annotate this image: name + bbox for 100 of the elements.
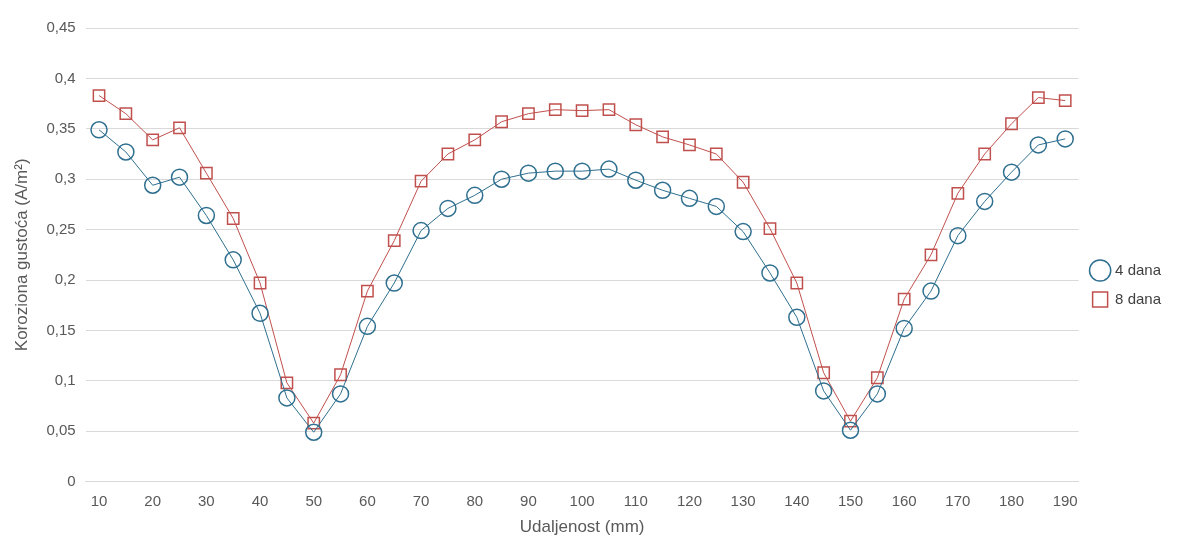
point <box>385 274 403 292</box>
x-tick-label: 180 <box>999 491 1025 509</box>
x-tick-label: 150 <box>837 491 864 509</box>
point <box>146 133 160 147</box>
point <box>763 222 777 235</box>
point <box>573 162 591 180</box>
point <box>173 121 186 135</box>
point <box>707 197 726 216</box>
point <box>680 189 699 208</box>
point <box>119 107 133 121</box>
point <box>868 385 887 403</box>
point <box>117 143 135 161</box>
point <box>307 416 321 430</box>
point <box>683 138 696 152</box>
x-tick-label: 80 <box>466 491 484 509</box>
point <box>656 130 670 144</box>
legend-label: 4 dana <box>1115 260 1162 278</box>
point <box>844 414 857 428</box>
y-tick-label: 0,1 <box>54 370 76 388</box>
x-tick-label: 20 <box>144 491 162 509</box>
y-tick-label: 0,3 <box>54 169 76 187</box>
point <box>975 192 994 211</box>
point <box>412 221 430 240</box>
point <box>790 276 804 290</box>
point <box>441 147 455 161</box>
point <box>602 103 616 117</box>
x-tick-label: 170 <box>945 491 971 509</box>
point <box>1056 130 1074 148</box>
x-tick-label: 10 <box>90 491 108 509</box>
point <box>814 382 833 400</box>
y-tick-label: 0,15 <box>46 320 76 338</box>
point <box>492 170 511 188</box>
point <box>253 276 267 290</box>
point <box>495 115 508 129</box>
x-tick-label: 90 <box>520 491 537 509</box>
point <box>197 206 216 225</box>
point <box>199 166 213 180</box>
point <box>414 174 428 188</box>
point <box>251 304 269 323</box>
y-tick-label: 0 <box>67 471 76 489</box>
point <box>709 147 723 161</box>
point <box>897 292 911 306</box>
point <box>92 89 106 102</box>
point <box>519 164 538 182</box>
point <box>1029 136 1048 154</box>
point <box>951 186 965 200</box>
point <box>143 176 162 194</box>
point <box>761 264 779 282</box>
point <box>358 317 377 336</box>
point <box>841 421 860 439</box>
point <box>546 162 565 180</box>
x-tick-label: 30 <box>198 491 215 509</box>
x-tick-label: 140 <box>784 491 810 509</box>
point <box>653 181 672 200</box>
point <box>736 175 750 189</box>
point <box>468 133 482 147</box>
point <box>627 171 645 189</box>
point <box>734 222 752 241</box>
y-tick-label: 0,4 <box>54 68 76 86</box>
y-tick-label: 0,25 <box>46 219 76 237</box>
point <box>788 308 806 327</box>
point <box>170 168 189 186</box>
x-tick-label: 100 <box>569 491 595 509</box>
point <box>466 186 484 205</box>
point <box>226 212 240 225</box>
y-tick-label: 0,35 <box>46 118 76 136</box>
point <box>922 282 940 300</box>
point <box>949 226 967 245</box>
x-tick-label: 40 <box>251 491 269 509</box>
point <box>280 376 294 390</box>
point <box>1002 163 1021 181</box>
point <box>387 234 401 248</box>
x-tick-label: 60 <box>359 491 376 509</box>
y-tick-label: 0,05 <box>46 421 76 439</box>
x-axis-title: Udaljenost (mm) <box>519 517 645 537</box>
point <box>924 248 938 262</box>
point <box>575 104 589 118</box>
y-tick-label: 0,2 <box>54 270 76 288</box>
point <box>548 103 562 117</box>
point <box>600 160 618 178</box>
point <box>1058 94 1072 107</box>
y-axis-title: Koroziona gustoća (A/m²) <box>11 158 31 352</box>
point <box>978 147 992 161</box>
point <box>870 371 884 385</box>
point <box>304 423 323 441</box>
x-tick-label: 160 <box>891 491 917 509</box>
point <box>334 368 347 382</box>
x-tick-label: 70 <box>412 491 430 509</box>
point <box>224 251 242 269</box>
x-tick-label: 50 <box>305 491 323 509</box>
point <box>90 121 108 139</box>
point <box>1005 117 1018 131</box>
point <box>278 389 296 407</box>
point <box>360 284 374 298</box>
point <box>331 385 350 403</box>
x-tick-label: 130 <box>730 491 756 509</box>
point <box>522 107 535 121</box>
y-tick-label: 0,45 <box>46 18 76 36</box>
legend-label: 8 dana <box>1115 289 1162 307</box>
point <box>439 199 457 218</box>
